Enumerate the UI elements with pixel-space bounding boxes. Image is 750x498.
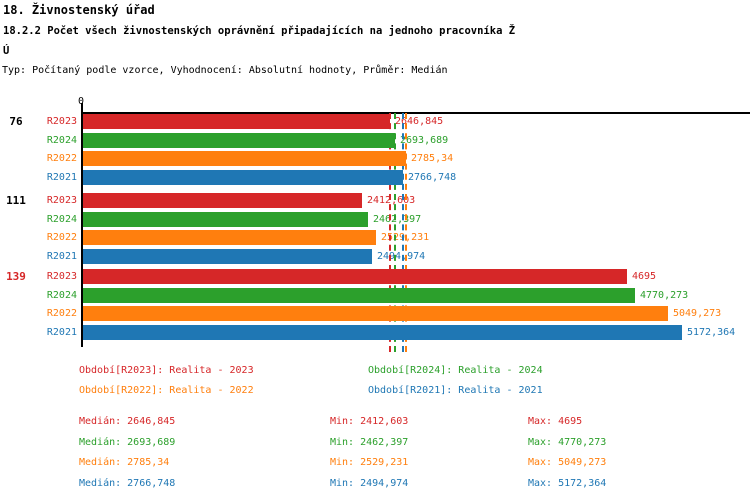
bar-r2021 [83, 325, 682, 340]
series-row-label-r2021: R2021 [46, 327, 77, 338]
stat-median-r2024: Medián: 2693,689 [79, 437, 176, 448]
series-row-label-r2024: R2024 [46, 214, 77, 225]
series-row-label-r2024: R2024 [46, 290, 77, 301]
bar-r2021 [83, 249, 372, 264]
bar-value-label: 5172,364 [687, 327, 736, 338]
series-row-label-r2021: R2021 [46, 172, 77, 183]
median-line-r2021 [402, 113, 404, 352]
bar-value-label: 2412,603 [367, 195, 416, 206]
stat-max-r2022: Max: 5049,273 [528, 457, 607, 468]
chart-subtitle-line1: 18.2.2 Počet všech živnostenských oprávn… [3, 25, 516, 37]
series-row-label-r2023: R2023 [46, 116, 77, 127]
stat-min-r2023: Min: 2412,603 [330, 416, 409, 427]
group-label: 76 [9, 115, 23, 128]
legend-item-r2024: Období[R2024]: Realita - 2024 [368, 365, 543, 376]
bar-r2024 [83, 288, 635, 303]
stat-min-r2022: Min: 2529,231 [330, 457, 409, 468]
bar-r2022 [83, 306, 668, 321]
series-row-label-r2023: R2023 [46, 271, 77, 282]
bar-r2024 [83, 212, 368, 227]
group-label: 139 [6, 270, 26, 283]
bar-value-label: 5049,273 [673, 308, 722, 319]
bar-r2023 [83, 114, 390, 129]
stat-median-r2022: Medián: 2785,34 [79, 457, 170, 468]
series-row-label-r2022: R2022 [46, 308, 77, 319]
median-line-r2024 [394, 113, 396, 352]
chart-subtitle-line2: Ú [3, 45, 10, 57]
stat-min-r2024: Min: 2462,397 [330, 437, 409, 448]
stat-max-r2021: Max: 5172,364 [528, 478, 607, 489]
median-line-r2023 [389, 113, 391, 352]
bar-value-label: 2646,845 [395, 116, 444, 127]
series-row-label-r2022: R2022 [46, 153, 77, 164]
stat-min-r2021: Min: 2494,974 [330, 478, 409, 489]
page-title: 18. Živnostenský úřad [3, 3, 155, 17]
bar-r2024 [83, 133, 395, 148]
bar-value-label: 4695 [632, 271, 657, 282]
x-axis-line [81, 112, 750, 114]
stat-median-r2021: Medián: 2766,748 [79, 478, 176, 489]
bar-value-label: 2766,748 [408, 172, 457, 183]
series-row-label-r2023: R2023 [46, 195, 77, 206]
bar-r2023 [83, 269, 627, 284]
bar-value-label: 2785,34 [411, 153, 454, 164]
stat-max-r2024: Max: 4770,273 [528, 437, 607, 448]
legend-item-r2022: Období[R2022]: Realita - 2022 [79, 385, 254, 396]
group-label: 111 [6, 194, 26, 207]
bar-r2022 [83, 230, 376, 245]
axis-zero-tick-label: 0 [77, 96, 85, 107]
legend-item-r2021: Období[R2021]: Realita - 2021 [368, 385, 543, 396]
series-row-label-r2022: R2022 [46, 232, 77, 243]
series-row-label-r2024: R2024 [46, 135, 77, 146]
bar-r2021 [83, 170, 403, 185]
bar-value-label: 2494,974 [377, 251, 426, 262]
bar-r2023 [83, 193, 362, 208]
stat-max-r2023: Max: 4695 [528, 416, 583, 427]
chart-meta-line: Typ: Počítaný podle vzorce, Vyhodnocení:… [2, 65, 448, 76]
legend-item-r2023: Období[R2023]: Realita - 2023 [79, 365, 254, 376]
stat-median-r2023: Medián: 2646,845 [79, 416, 176, 427]
series-row-label-r2021: R2021 [46, 251, 77, 262]
median-line-r2022 [405, 113, 407, 352]
y-axis-line [81, 103, 83, 347]
bar-value-label: 4770,273 [640, 290, 689, 301]
bar-value-label: 2693,689 [400, 135, 449, 146]
bar-r2022 [83, 151, 406, 166]
bar-value-label: 2462,397 [373, 214, 422, 225]
